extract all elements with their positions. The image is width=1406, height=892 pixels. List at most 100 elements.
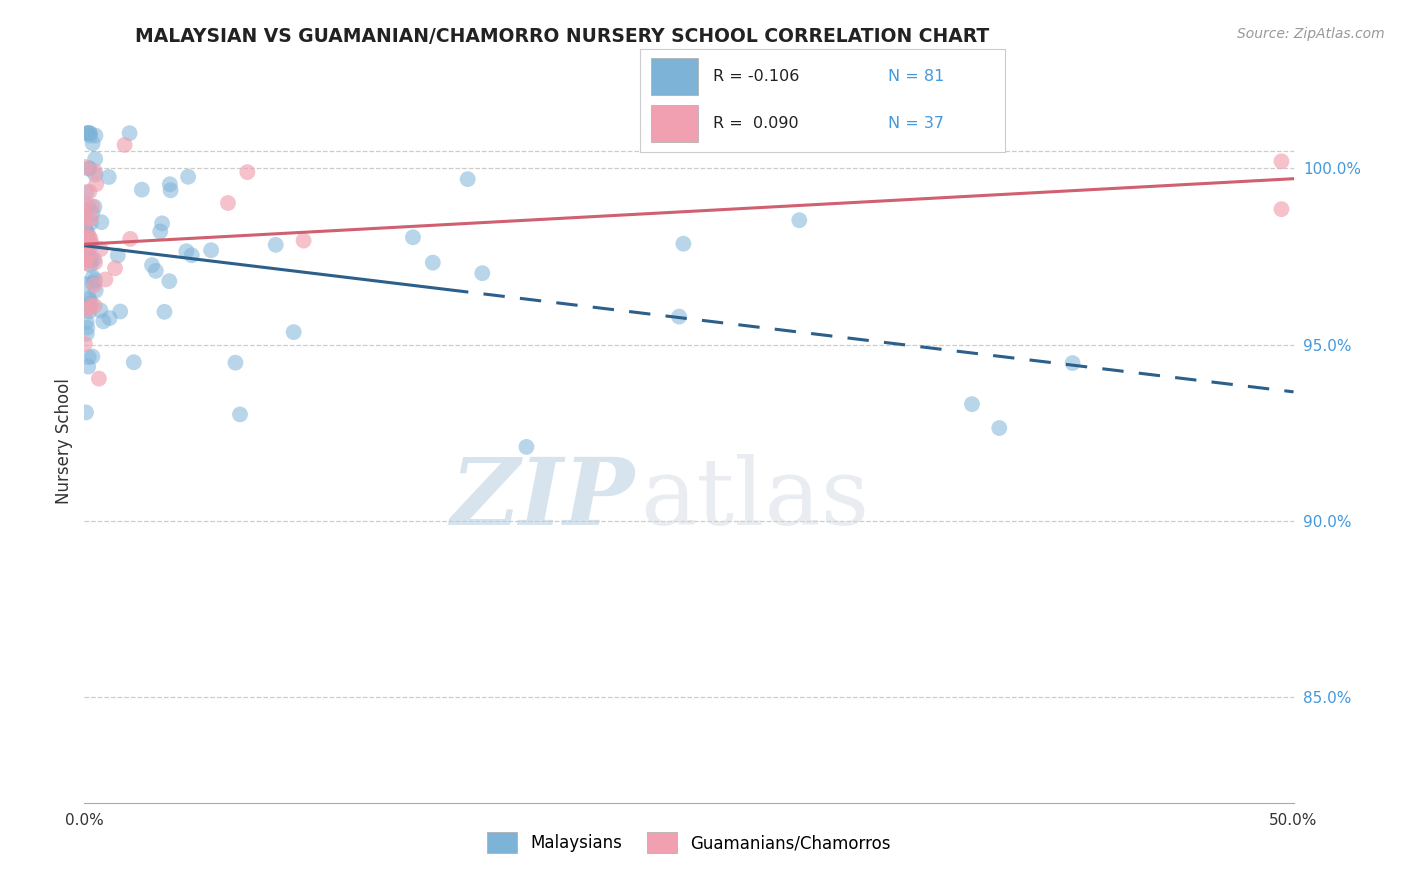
Point <box>73 254 96 268</box>
Point <box>80 296 103 310</box>
Point <box>77 250 100 264</box>
Text: R =  0.090: R = 0.090 <box>713 117 799 131</box>
Legend: Malaysians, Guamanians/Chamorros: Malaysians, Guamanians/Chamorros <box>481 826 897 860</box>
Point <box>75 405 97 419</box>
Point <box>229 408 252 422</box>
Point <box>180 248 202 262</box>
Point <box>84 177 107 191</box>
Point <box>960 397 983 411</box>
Point <box>76 326 98 341</box>
Point <box>177 169 200 184</box>
Point <box>131 183 153 197</box>
Point <box>422 255 444 269</box>
Point <box>80 216 103 230</box>
Point <box>76 235 98 250</box>
Point <box>90 215 112 229</box>
Point <box>457 172 479 186</box>
Point <box>76 302 98 317</box>
Point <box>110 304 132 318</box>
Point <box>1270 154 1292 169</box>
Point <box>80 253 103 268</box>
Point <box>83 200 105 214</box>
Point <box>471 266 494 280</box>
Point <box>82 206 104 220</box>
Point <box>122 355 145 369</box>
Point <box>97 169 120 184</box>
Point <box>176 244 198 259</box>
Point <box>83 252 105 267</box>
Point <box>118 126 141 140</box>
Point <box>84 284 107 298</box>
Point <box>77 161 100 176</box>
Point <box>77 359 100 374</box>
Point <box>217 196 239 211</box>
Point <box>787 213 810 227</box>
Point <box>82 270 104 285</box>
Point <box>76 320 98 334</box>
Point <box>87 371 110 385</box>
Point <box>94 272 117 286</box>
Point <box>114 137 136 152</box>
Point <box>77 230 100 244</box>
Point <box>107 248 129 262</box>
Point <box>292 234 315 248</box>
Point <box>75 160 97 174</box>
Point <box>145 264 167 278</box>
Point <box>988 421 1011 435</box>
Text: N = 81: N = 81 <box>889 70 945 84</box>
Point <box>120 232 142 246</box>
Bar <box>651 105 699 143</box>
Point <box>91 314 114 328</box>
Point <box>141 258 163 272</box>
Point <box>79 249 101 263</box>
Point <box>73 337 96 351</box>
Point <box>104 261 127 276</box>
Point <box>76 315 98 329</box>
Point <box>1062 356 1084 370</box>
Point <box>668 310 690 324</box>
Point <box>79 299 101 313</box>
Point <box>75 277 97 291</box>
Point <box>150 216 173 230</box>
Point <box>73 203 96 218</box>
Point <box>79 126 101 140</box>
Point <box>83 278 105 293</box>
Point <box>76 126 98 140</box>
Point <box>79 232 101 246</box>
Point <box>77 350 100 364</box>
Point <box>76 126 98 140</box>
Point <box>80 211 103 226</box>
Point <box>283 325 305 339</box>
Text: R = -0.106: R = -0.106 <box>713 70 799 84</box>
Point <box>77 126 100 140</box>
Point <box>77 200 100 214</box>
Point <box>76 230 98 244</box>
Point <box>76 186 98 200</box>
Point <box>1270 202 1292 216</box>
Point <box>159 178 181 192</box>
Point <box>80 199 103 213</box>
Point <box>84 152 107 166</box>
Point <box>159 183 181 197</box>
Point <box>515 440 537 454</box>
Point <box>90 242 112 256</box>
Point <box>84 255 107 269</box>
Point <box>402 230 425 244</box>
Point <box>75 225 97 239</box>
Point <box>82 350 104 364</box>
Point <box>77 293 100 307</box>
Text: Source: ZipAtlas.com: Source: ZipAtlas.com <box>1237 27 1385 41</box>
Y-axis label: Nursery School: Nursery School <box>55 378 73 505</box>
Point <box>157 274 180 288</box>
Point <box>75 256 97 270</box>
Point <box>84 128 107 143</box>
Point <box>98 311 121 326</box>
Point <box>79 250 101 264</box>
Point <box>224 356 246 370</box>
Point <box>236 165 259 179</box>
Point <box>149 224 172 238</box>
Point <box>79 236 101 251</box>
Point <box>672 236 695 251</box>
Point <box>84 273 107 287</box>
Point <box>83 299 105 313</box>
